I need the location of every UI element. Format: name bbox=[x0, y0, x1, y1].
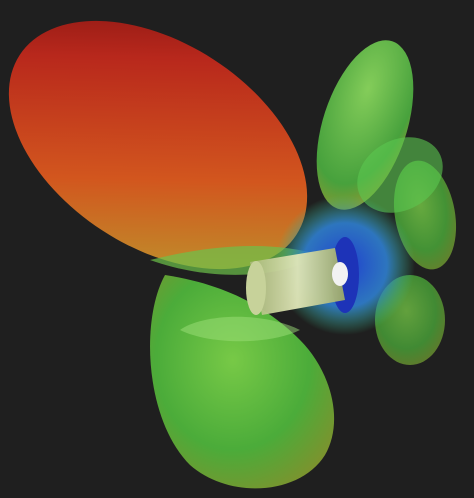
antenna-cylinder-end bbox=[246, 261, 266, 315]
lobe-highlight bbox=[180, 316, 300, 342]
antenna-cylinder bbox=[250, 248, 345, 315]
side-lobe bbox=[357, 137, 443, 213]
antenna-core bbox=[332, 262, 348, 286]
main-lobe bbox=[8, 20, 308, 270]
